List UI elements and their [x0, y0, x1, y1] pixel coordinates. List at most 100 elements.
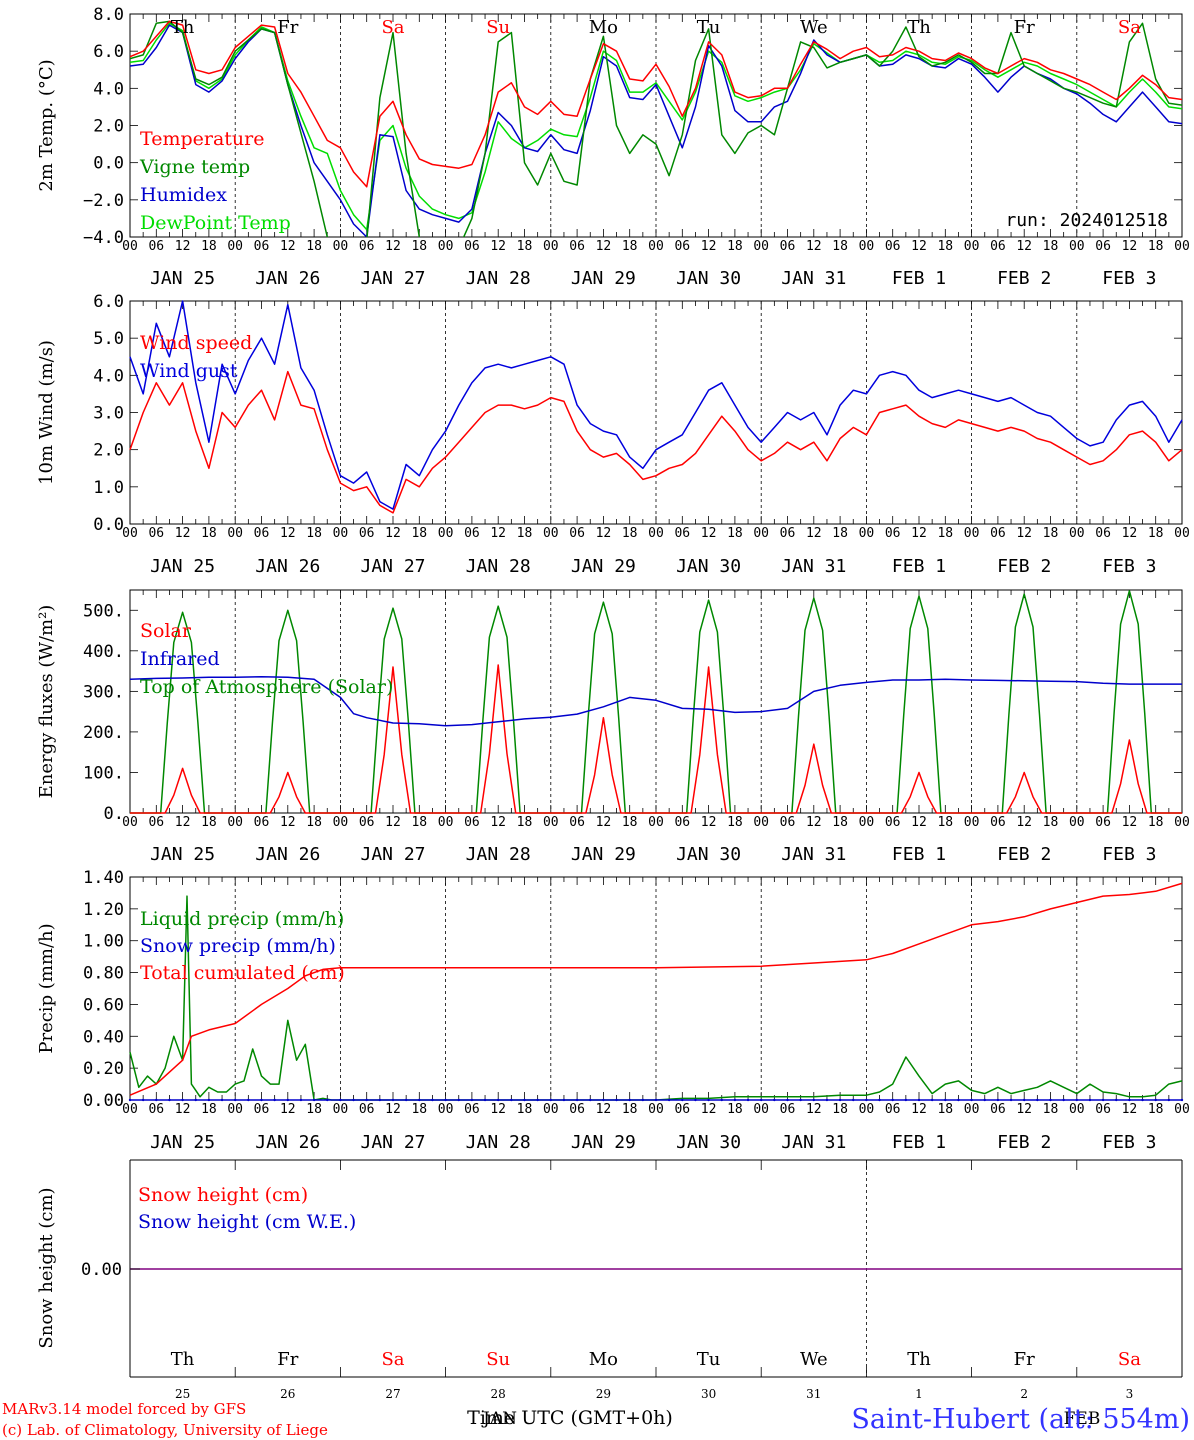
snow-precip-marker [497, 1098, 500, 1102]
hour-tick-label: 00 [1174, 815, 1190, 830]
hour-tick-label: 00 [438, 526, 454, 541]
hour-tick-label: 00 [333, 239, 349, 254]
snow-precip-marker [1022, 1098, 1026, 1102]
snow-precip-marker [457, 1098, 460, 1102]
weekday-label: Su [486, 17, 510, 38]
hour-tick-label: 12 [596, 526, 612, 541]
hour-tick-label: 18 [1043, 1102, 1059, 1117]
hour-tick-label: 18 [832, 1102, 848, 1117]
hour-tick-label: 12 [1122, 815, 1138, 830]
snow-precip-marker [1049, 1098, 1052, 1102]
hour-tick-label: 06 [990, 526, 1006, 541]
hour-tick-label: 00 [543, 1102, 559, 1117]
day-number-label: 1 [915, 1387, 923, 1401]
date-label: FEB 3 [1102, 844, 1156, 865]
hour-tick-label: 06 [148, 815, 164, 830]
hour-tick-label: 06 [990, 815, 1006, 830]
hour-tick-label: 18 [622, 815, 638, 830]
snow-precip-marker [299, 1098, 303, 1102]
weekday-label: Mo [589, 1349, 618, 1370]
snow-precip-marker [207, 1098, 211, 1102]
legend-entry: Total cumulated (cm) [140, 962, 345, 984]
y-axis-label: 2m Temp. (°C) [36, 59, 57, 191]
month-label: FEB [1064, 1409, 1101, 1429]
weekday-label: We [800, 1349, 828, 1370]
date-label: FEB 1 [892, 1132, 946, 1153]
hour-tick-label: 06 [148, 1102, 164, 1117]
hour-tick-label: 18 [727, 1102, 743, 1117]
y-axis-label: 10m Wind (m/s) [36, 340, 57, 485]
legend-entry: Snow precip (mm/h) [140, 935, 336, 957]
hour-tick-label: 00 [753, 526, 769, 541]
legend-entry: Vigne temp [139, 156, 250, 178]
snow-precip-marker [523, 1098, 526, 1102]
snow-precip-marker [904, 1098, 908, 1102]
weekday-label: Fr [1014, 1349, 1035, 1370]
weekday-label: Th [171, 17, 195, 38]
y-tick-label: 2.0 [93, 441, 124, 461]
hour-tick-label: 12 [385, 239, 401, 254]
hour-tick-label: 00 [543, 526, 559, 541]
hour-tick-label: 18 [201, 1102, 217, 1117]
hour-tick-label: 00 [227, 526, 243, 541]
hour-tick-label: 06 [885, 239, 901, 254]
hour-tick-label: 06 [674, 815, 690, 830]
hour-tick-label: 06 [990, 1102, 1006, 1117]
y-tick-label: 200. [83, 723, 124, 743]
hour-tick-label: 00 [1069, 1102, 1085, 1117]
hour-tick-label: 18 [306, 526, 322, 541]
hour-tick-label: 06 [1095, 526, 1111, 541]
snow-precip-marker [654, 1098, 658, 1102]
hour-tick-label: 00 [859, 1102, 875, 1117]
hour-tick-label: 00 [543, 239, 559, 254]
snow-precip-marker [1180, 1098, 1184, 1102]
date-label: JAN 29 [571, 1132, 636, 1153]
legend-entry: Wind gust [140, 360, 238, 382]
hour-tick-label: 12 [175, 239, 191, 254]
date-label: FEB 2 [997, 1132, 1051, 1153]
hour-tick-label: 18 [411, 239, 427, 254]
hour-tick-label: 00 [753, 1102, 769, 1117]
snow-precip-marker [602, 1098, 605, 1102]
hour-tick-label: 00 [227, 239, 243, 254]
hour-tick-label: 06 [254, 1102, 270, 1117]
hour-tick-label: 12 [1122, 239, 1138, 254]
wind-gust-line [129, 300, 1183, 510]
hour-tick-label: 12 [175, 815, 191, 830]
weekday-label: Sa [381, 1349, 404, 1370]
date-label: FEB 3 [1102, 1132, 1156, 1153]
date-label: JAN 31 [781, 556, 846, 577]
hour-tick-label: 18 [937, 815, 953, 830]
hour-tick-label: 00 [859, 239, 875, 254]
snow-precip-marker [983, 1098, 986, 1102]
snow-precip-marker [1036, 1098, 1039, 1102]
weekday-label: Th [171, 1349, 195, 1370]
snow-precip-marker [470, 1098, 474, 1102]
hour-tick-label: 06 [674, 1102, 690, 1117]
series-group [130, 20, 1182, 237]
infrared-line [129, 676, 1182, 727]
y-tick-label: 100. [83, 763, 124, 783]
hour-tick-label: 12 [911, 239, 927, 254]
hour-tick-label: 12 [806, 815, 822, 830]
snow-precip-marker [431, 1098, 434, 1102]
hour-tick-label: 00 [227, 1102, 243, 1117]
month-label: JAN [481, 1409, 517, 1429]
snow-precip-marker [155, 1098, 158, 1102]
weekday-label: We [800, 17, 828, 38]
snow-precip-marker [181, 1098, 184, 1102]
date-label: JAN 28 [466, 556, 531, 577]
hour-tick-label: 18 [727, 815, 743, 830]
hour-tick-label: 12 [385, 815, 401, 830]
date-label: JAN 31 [781, 844, 846, 865]
hour-tick-label: 12 [701, 815, 717, 830]
date-label: JAN 30 [676, 844, 741, 865]
date-label: JAN 26 [255, 556, 320, 577]
hour-tick-label: 18 [727, 526, 743, 541]
legend-entry: DewPoint Temp [140, 212, 291, 234]
hour-tick-label: 00 [543, 815, 559, 830]
snow-precip-marker [891, 1098, 894, 1102]
snow-precip-marker [615, 1098, 618, 1102]
hour-tick-label: 00 [964, 526, 980, 541]
snow-precip-marker [483, 1098, 487, 1102]
